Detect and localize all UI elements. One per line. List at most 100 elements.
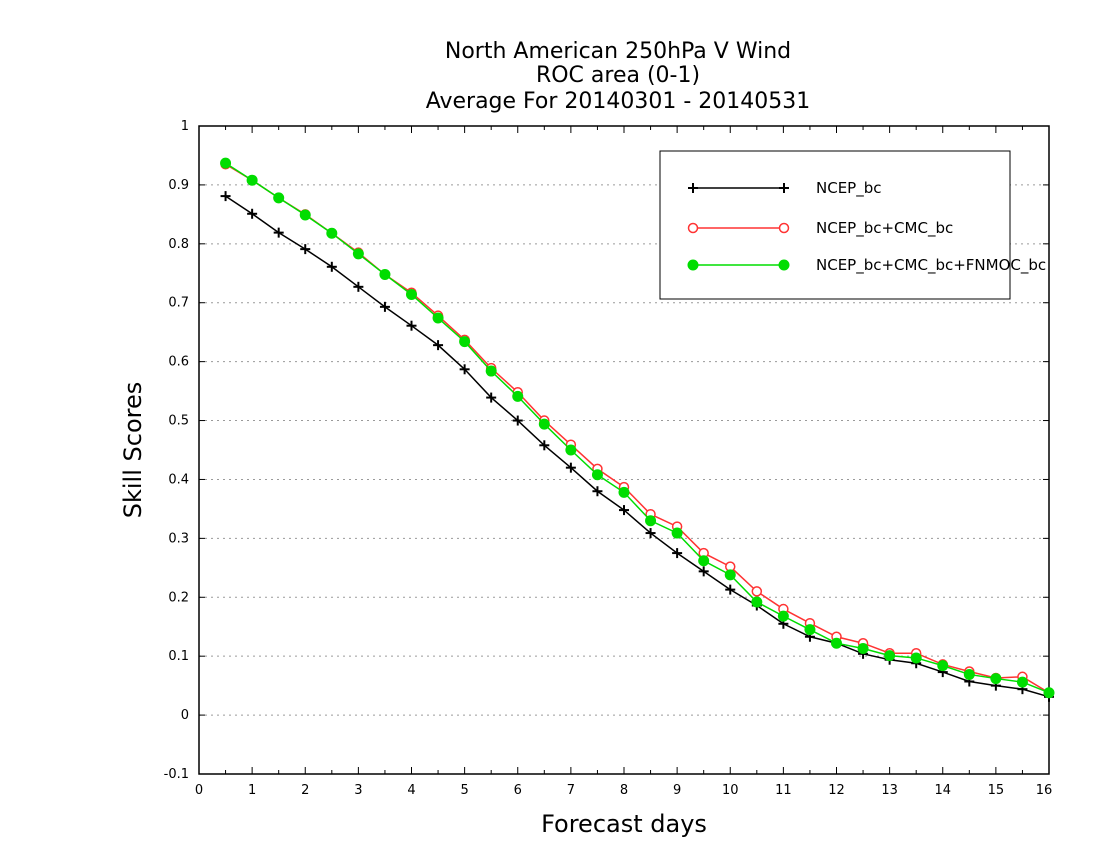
legend-entry-ncep-bc-cmc-bc: NCEP_bc+CMC_bc	[687, 219, 953, 238]
data-point-ncep-bc-cmc-bc-fnmoc-bc	[671, 527, 683, 539]
legend-marker	[778, 222, 790, 234]
axis-ticks: -0.100.10.20.30.40.50.60.70.80.910 1 2 3 4 5 6…	[164, 119, 1053, 798]
legend-label: NCEP_bc+CMC_bc	[816, 219, 953, 238]
data-point-ncep-bc-cmc-bc-fnmoc-bc	[591, 469, 603, 481]
legend-entries: NCEP_bc NCEP_bc+CMC_bc NCEP_bc+CMC_bc+FNMO…	[687, 179, 1046, 275]
data-point-ncep-bc	[725, 584, 736, 595]
data-point-ncep-bc-cmc-bc-fnmoc-bc	[512, 390, 524, 402]
data-point-ncep-bc-cmc-bc-fnmoc-bc	[618, 486, 630, 498]
x-tick-label: 10	[722, 783, 739, 798]
data-point-ncep-bc-cmc-bc-fnmoc-bc	[326, 227, 338, 239]
data-point-ncep-bc-cmc-bc-fnmoc-bc	[910, 652, 922, 664]
data-point-ncep-bc	[565, 462, 576, 473]
legend-entry-ncep-bc-cmc-bc-fnmoc-bc: NCEP_bc+CMC_bc+FNMOC_bc	[687, 256, 1046, 275]
data-point-ncep-bc-cmc-bc-fnmoc-bc	[432, 312, 444, 324]
data-point-ncep-bc	[326, 261, 337, 272]
x-tick-label: 16	[1036, 783, 1053, 798]
data-point-ncep-bc-cmc-bc-fnmoc-bc	[857, 643, 869, 655]
data-point-ncep-bc-cmc-bc-fnmoc-bc	[246, 174, 258, 186]
data-point-ncep-bc	[220, 191, 231, 202]
x-tick-label: 9	[673, 783, 681, 798]
data-point-ncep-bc	[459, 364, 470, 375]
data-point-ncep-bc-cmc-bc-fnmoc-bc	[751, 596, 763, 608]
data-point-ncep-bc	[698, 566, 709, 577]
x-tick-label: 1	[248, 783, 256, 798]
legend-box	[659, 150, 1011, 300]
y-tick-label: 0.7	[168, 296, 189, 311]
data-point-ncep-bc-cmc-bc-fnmoc-bc	[485, 365, 497, 377]
data-point-ncep-bc-cmc-bc-fnmoc-bc	[406, 288, 417, 300]
data-point-ncep-bc-cmc-bc-fnmoc-bc	[379, 268, 391, 280]
x-axis-title: Forecast days	[541, 810, 707, 838]
data-point-ncep-bc	[619, 505, 629, 516]
x-tick-label: 0	[195, 783, 203, 798]
data-point-ncep-bc-cmc-bc-fnmoc-bc	[299, 209, 311, 221]
data-point-ncep-bc-cmc-bc-fnmoc-bc	[565, 444, 577, 456]
legend-marker	[778, 259, 790, 271]
data-point-ncep-bc	[247, 208, 258, 219]
data-point-ncep-bc-cmc-bc-fnmoc-bc	[963, 668, 975, 680]
data-point-ncep-bc-cmc-bc	[751, 586, 763, 597]
x-tick-label: 3	[354, 783, 362, 798]
legend-entry-ncep-bc: NCEP_bc	[688, 179, 882, 198]
data-point-ncep-bc-cmc-bc-fnmoc-bc	[937, 660, 949, 672]
y-tick-label: 0	[181, 708, 189, 723]
y-tick-label: 1	[181, 119, 189, 134]
y-axis-title: Skill Scores	[119, 382, 147, 519]
legend: NCEP_bc NCEP_bc+CMC_bc NCEP_bc+CMC_bc+FNMO…	[659, 150, 1046, 300]
y-tick-label: 0.3	[168, 531, 189, 546]
data-point-ncep-bc	[406, 320, 417, 331]
series-layer	[220, 157, 1055, 702]
chart-title: North American 250hPa V Wind ROC area (0…	[426, 39, 811, 114]
data-point-ncep-bc	[672, 548, 683, 559]
data-point-ncep-bc-cmc-bc-fnmoc-bc	[990, 673, 1002, 685]
title-line-1: North American 250hPa V Wind	[445, 39, 791, 64]
legend-marker	[688, 183, 698, 193]
data-point-ncep-bc	[273, 227, 284, 238]
y-tick-label: 0.6	[168, 355, 189, 370]
x-tick-label: 12	[828, 783, 845, 798]
x-tick-label: 7	[567, 783, 575, 798]
legend-marker	[687, 259, 699, 271]
y-tick-label: 0.9	[168, 178, 189, 193]
data-point-ncep-bc-cmc-bc-fnmoc-bc	[698, 555, 710, 567]
data-point-ncep-bc	[539, 440, 550, 451]
legend-marker	[687, 222, 699, 234]
data-point-ncep-bc-cmc-bc-fnmoc-bc	[1043, 687, 1055, 699]
y-tick-label: 0.1	[168, 649, 189, 664]
series-ncep-bc-cmc-bc-fnmoc-bc	[220, 157, 1055, 699]
title-line-2: ROC area (0-1)	[536, 63, 700, 88]
data-point-ncep-bc-cmc-bc-fnmoc-bc	[220, 157, 232, 169]
y-tick-label: 0.2	[168, 590, 189, 605]
x-tick-label: 15	[988, 783, 1005, 798]
data-point-ncep-bc-cmc-bc-fnmoc-bc	[645, 515, 657, 527]
x-tick-label: 11	[775, 783, 792, 798]
title-line-3: Average For 20140301 - 20140531	[426, 89, 811, 114]
data-point-ncep-bc	[300, 244, 311, 255]
data-point-ncep-bc	[645, 528, 656, 539]
data-point-ncep-bc-cmc-bc-fnmoc-bc	[273, 192, 285, 204]
data-point-ncep-bc	[379, 301, 390, 312]
x-tick-label: 5	[460, 783, 468, 798]
data-point-ncep-bc-cmc-bc-fnmoc-bc	[724, 569, 736, 581]
data-point-ncep-bc	[512, 415, 523, 426]
data-point-ncep-bc-cmc-bc-fnmoc-bc	[538, 418, 550, 430]
x-tick-label: 14	[934, 783, 951, 798]
data-point-ncep-bc-cmc-bc-fnmoc-bc	[459, 336, 471, 348]
y-tick-label: 0.8	[168, 237, 189, 252]
data-point-ncep-bc-cmc-bc-fnmoc-bc	[831, 637, 842, 649]
y-tick-label: -0.1	[164, 767, 189, 782]
data-point-ncep-bc-cmc-bc-fnmoc-bc	[1016, 676, 1028, 688]
data-point-ncep-bc-cmc-bc-fnmoc-bc	[804, 624, 816, 636]
y-tick-label: 0.4	[168, 472, 189, 487]
legend-label: NCEP_bc	[816, 179, 882, 198]
x-tick-label: 13	[881, 783, 898, 798]
x-tick-label: 8	[620, 783, 628, 798]
data-point-ncep-bc-cmc-bc-fnmoc-bc	[777, 610, 789, 622]
data-point-ncep-bc	[592, 486, 603, 497]
data-point-ncep-bc	[433, 340, 444, 351]
x-tick-label: 4	[407, 783, 415, 798]
data-point-ncep-bc	[486, 392, 497, 403]
x-tick-label: 2	[301, 783, 309, 798]
